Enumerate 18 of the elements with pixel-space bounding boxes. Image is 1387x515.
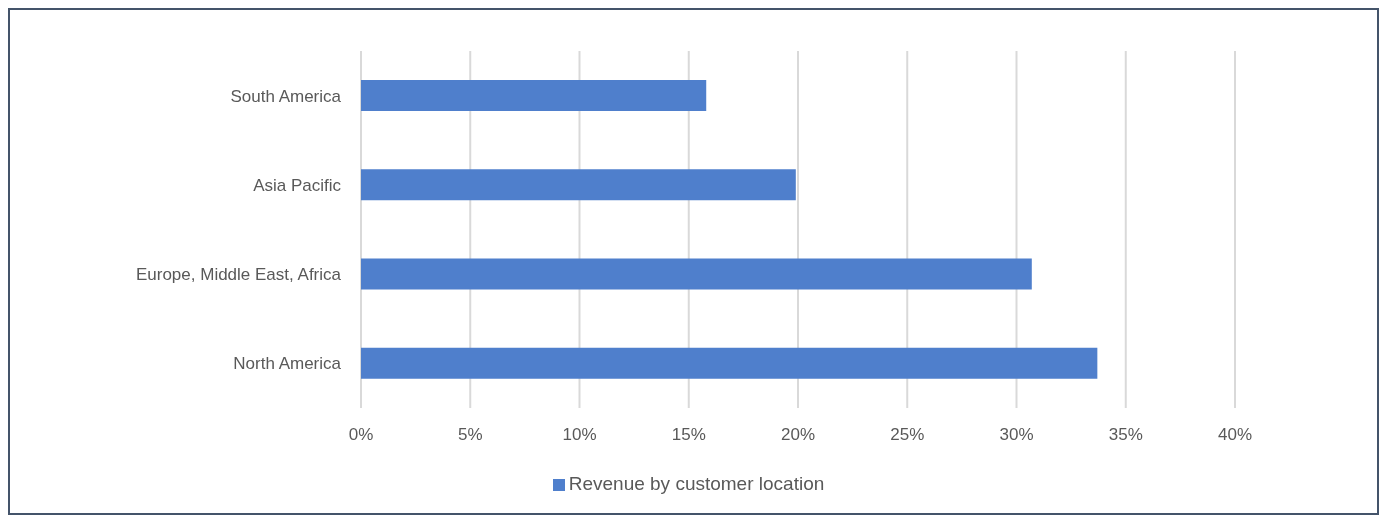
x-tick-label: 35% [1108,425,1143,445]
x-tick-label: 25% [890,425,925,445]
y-tick-label: Asia Pacific [253,175,342,195]
x-tick-label: 5% [457,425,483,445]
y-tick-label: Europe, Middle East, Africa [135,265,342,285]
x-tick-label: 20% [780,425,816,445]
bar [361,347,1098,379]
x-tick-label: 0% [348,425,374,445]
bar [361,80,707,111]
legend-label: Revenue by customer location [568,473,825,494]
x-tick-label: 10% [562,425,597,445]
y-tick-label: North America [233,354,342,374]
y-tick-label: South America [230,86,342,106]
bar [361,258,1032,290]
x-tick-label: 40% [1217,425,1253,445]
bar [361,169,796,201]
x-tick-label: 15% [671,425,706,445]
x-tick-label: 30% [999,425,1034,445]
